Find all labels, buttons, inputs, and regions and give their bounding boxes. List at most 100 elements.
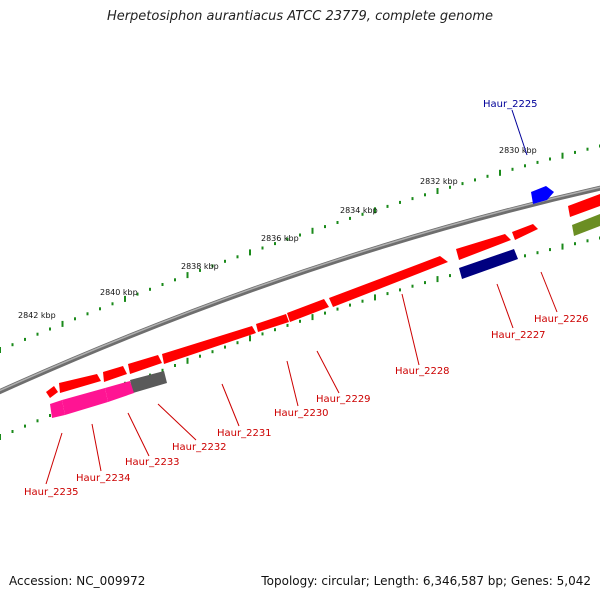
minor-tick (411, 284, 414, 288)
minor-tick (299, 319, 301, 323)
minor-tick (261, 332, 264, 336)
gene-arrow-haur-2227-upper[interactable] (456, 234, 511, 260)
gene-box-navy-haur-2227[interactable] (459, 249, 518, 279)
minor-tick (549, 157, 551, 161)
gene-box-pink-2235[interactable] (50, 400, 65, 418)
minor-tick (511, 167, 514, 171)
minor-tick (236, 255, 239, 259)
map-title: Herpetosiphon aurantiacus ATCC 23779, co… (106, 9, 494, 24)
major-tick (0, 347, 1, 353)
gene-label-haur-2226[interactable]: Haur_2226 (534, 314, 589, 325)
minor-tick (36, 419, 39, 423)
minor-tick (149, 287, 151, 291)
major-tick (311, 314, 314, 321)
gene-label-haur-2234[interactable]: Haur_2234 (76, 473, 131, 484)
gene-arrow-haur-2231[interactable] (162, 326, 256, 364)
gene-arrow-haur-2228[interactable] (329, 256, 448, 307)
minor-tick (449, 185, 451, 189)
major-tick (311, 227, 314, 234)
minor-tick (211, 264, 214, 268)
minor-tick (24, 337, 26, 341)
minor-tick (524, 254, 526, 258)
major-tick (186, 357, 189, 364)
minor-tick (24, 424, 26, 428)
reverse-gene-track (50, 214, 600, 418)
minor-tick (161, 368, 164, 372)
gene-label-haur-2232[interactable]: Haur_2232 (172, 442, 227, 453)
minor-tick (161, 283, 164, 286)
minor-tick (49, 414, 51, 417)
minor-tick (11, 430, 14, 433)
gene-label-haur-2231[interactable]: Haur_2231 (217, 428, 272, 439)
minor-tick (386, 292, 389, 296)
minor-tick (524, 164, 526, 168)
gene-arrow-haur-2234-upper[interactable] (59, 374, 101, 393)
minor-tick (386, 204, 389, 208)
major-tick (124, 295, 126, 302)
genome-backbone (0, 185, 600, 395)
minor-tick (174, 278, 176, 282)
minor-tick (424, 281, 426, 285)
minor-tick (411, 197, 414, 201)
minor-tick (11, 343, 14, 347)
kbp-label-2832: 2832 kbp (420, 177, 458, 186)
minor-tick (399, 288, 401, 292)
minor-tick (224, 345, 226, 349)
minor-tick (486, 174, 489, 178)
kbp-label-2830: 2830 kbp (499, 146, 537, 155)
gene-arrow-haur-2229[interactable] (287, 299, 329, 322)
gene-label-haur-2233[interactable]: Haur_2233 (125, 457, 180, 468)
minor-tick (236, 341, 239, 345)
gene-arrow-haur-2230[interactable] (256, 314, 289, 332)
gene-label-haur-2228[interactable]: Haur_2228 (395, 366, 450, 377)
topology-text: Topology: circular; Length: 6,346,587 bp… (261, 574, 591, 588)
gene-label-haur-2225[interactable]: Haur_2225 (483, 99, 538, 110)
gene-arrow-haur-2225[interactable] (531, 186, 554, 204)
minor-tick (199, 354, 201, 358)
gene-box-pink-2233[interactable] (105, 381, 134, 402)
gene-arrow-haur-2233-upper[interactable] (103, 366, 127, 382)
gene-label-haur-2229[interactable]: Haur_2229 (316, 394, 371, 405)
gene-label-haur-2235[interactable]: Haur_2235 (24, 487, 79, 498)
gene-arrow-forward-topright[interactable] (568, 194, 600, 217)
minor-tick (86, 312, 89, 316)
gene-box-olive[interactable] (572, 214, 600, 236)
major-tick (0, 434, 1, 440)
gene-arrow-haur-2232[interactable] (128, 355, 162, 374)
minor-tick (49, 327, 51, 331)
minor-tick (136, 292, 139, 296)
minor-tick (224, 259, 226, 263)
minor-tick (274, 242, 276, 246)
minor-tick (549, 248, 551, 252)
minor-tick (111, 302, 114, 306)
forward-gene-track (46, 186, 600, 398)
major-tick (374, 294, 376, 301)
minor-tick (536, 251, 539, 255)
gene-arrow-haur-2235-upper[interactable] (46, 386, 58, 398)
minor-tick (424, 193, 426, 197)
gene-label-haur-2230[interactable]: Haur_2230 (274, 408, 329, 419)
major-tick (499, 169, 501, 176)
minor-tick (324, 225, 326, 229)
minor-tick (586, 239, 589, 243)
label-leader-lines (45, 109, 558, 485)
gene-arrow-haur-2226[interactable] (512, 224, 538, 240)
gene-box-pink-2234[interactable] (62, 388, 108, 415)
minor-tick (286, 323, 289, 327)
gene-label-haur-2227[interactable]: Haur_2227 (491, 330, 546, 341)
minor-tick (574, 150, 576, 154)
minor-tick (536, 160, 539, 164)
minor-tick (199, 268, 201, 272)
minor-tick (349, 216, 351, 220)
minor-tick (336, 307, 339, 311)
minor-tick (461, 182, 464, 186)
major-tick (561, 152, 564, 159)
gene-box-gray[interactable] (130, 371, 167, 393)
minor-tick (261, 246, 264, 250)
minor-tick (74, 317, 76, 321)
minor-tick (586, 147, 589, 151)
minor-tick (361, 299, 364, 303)
kbp-label-2840: 2840 kbp (100, 288, 138, 297)
major-tick (249, 249, 251, 256)
